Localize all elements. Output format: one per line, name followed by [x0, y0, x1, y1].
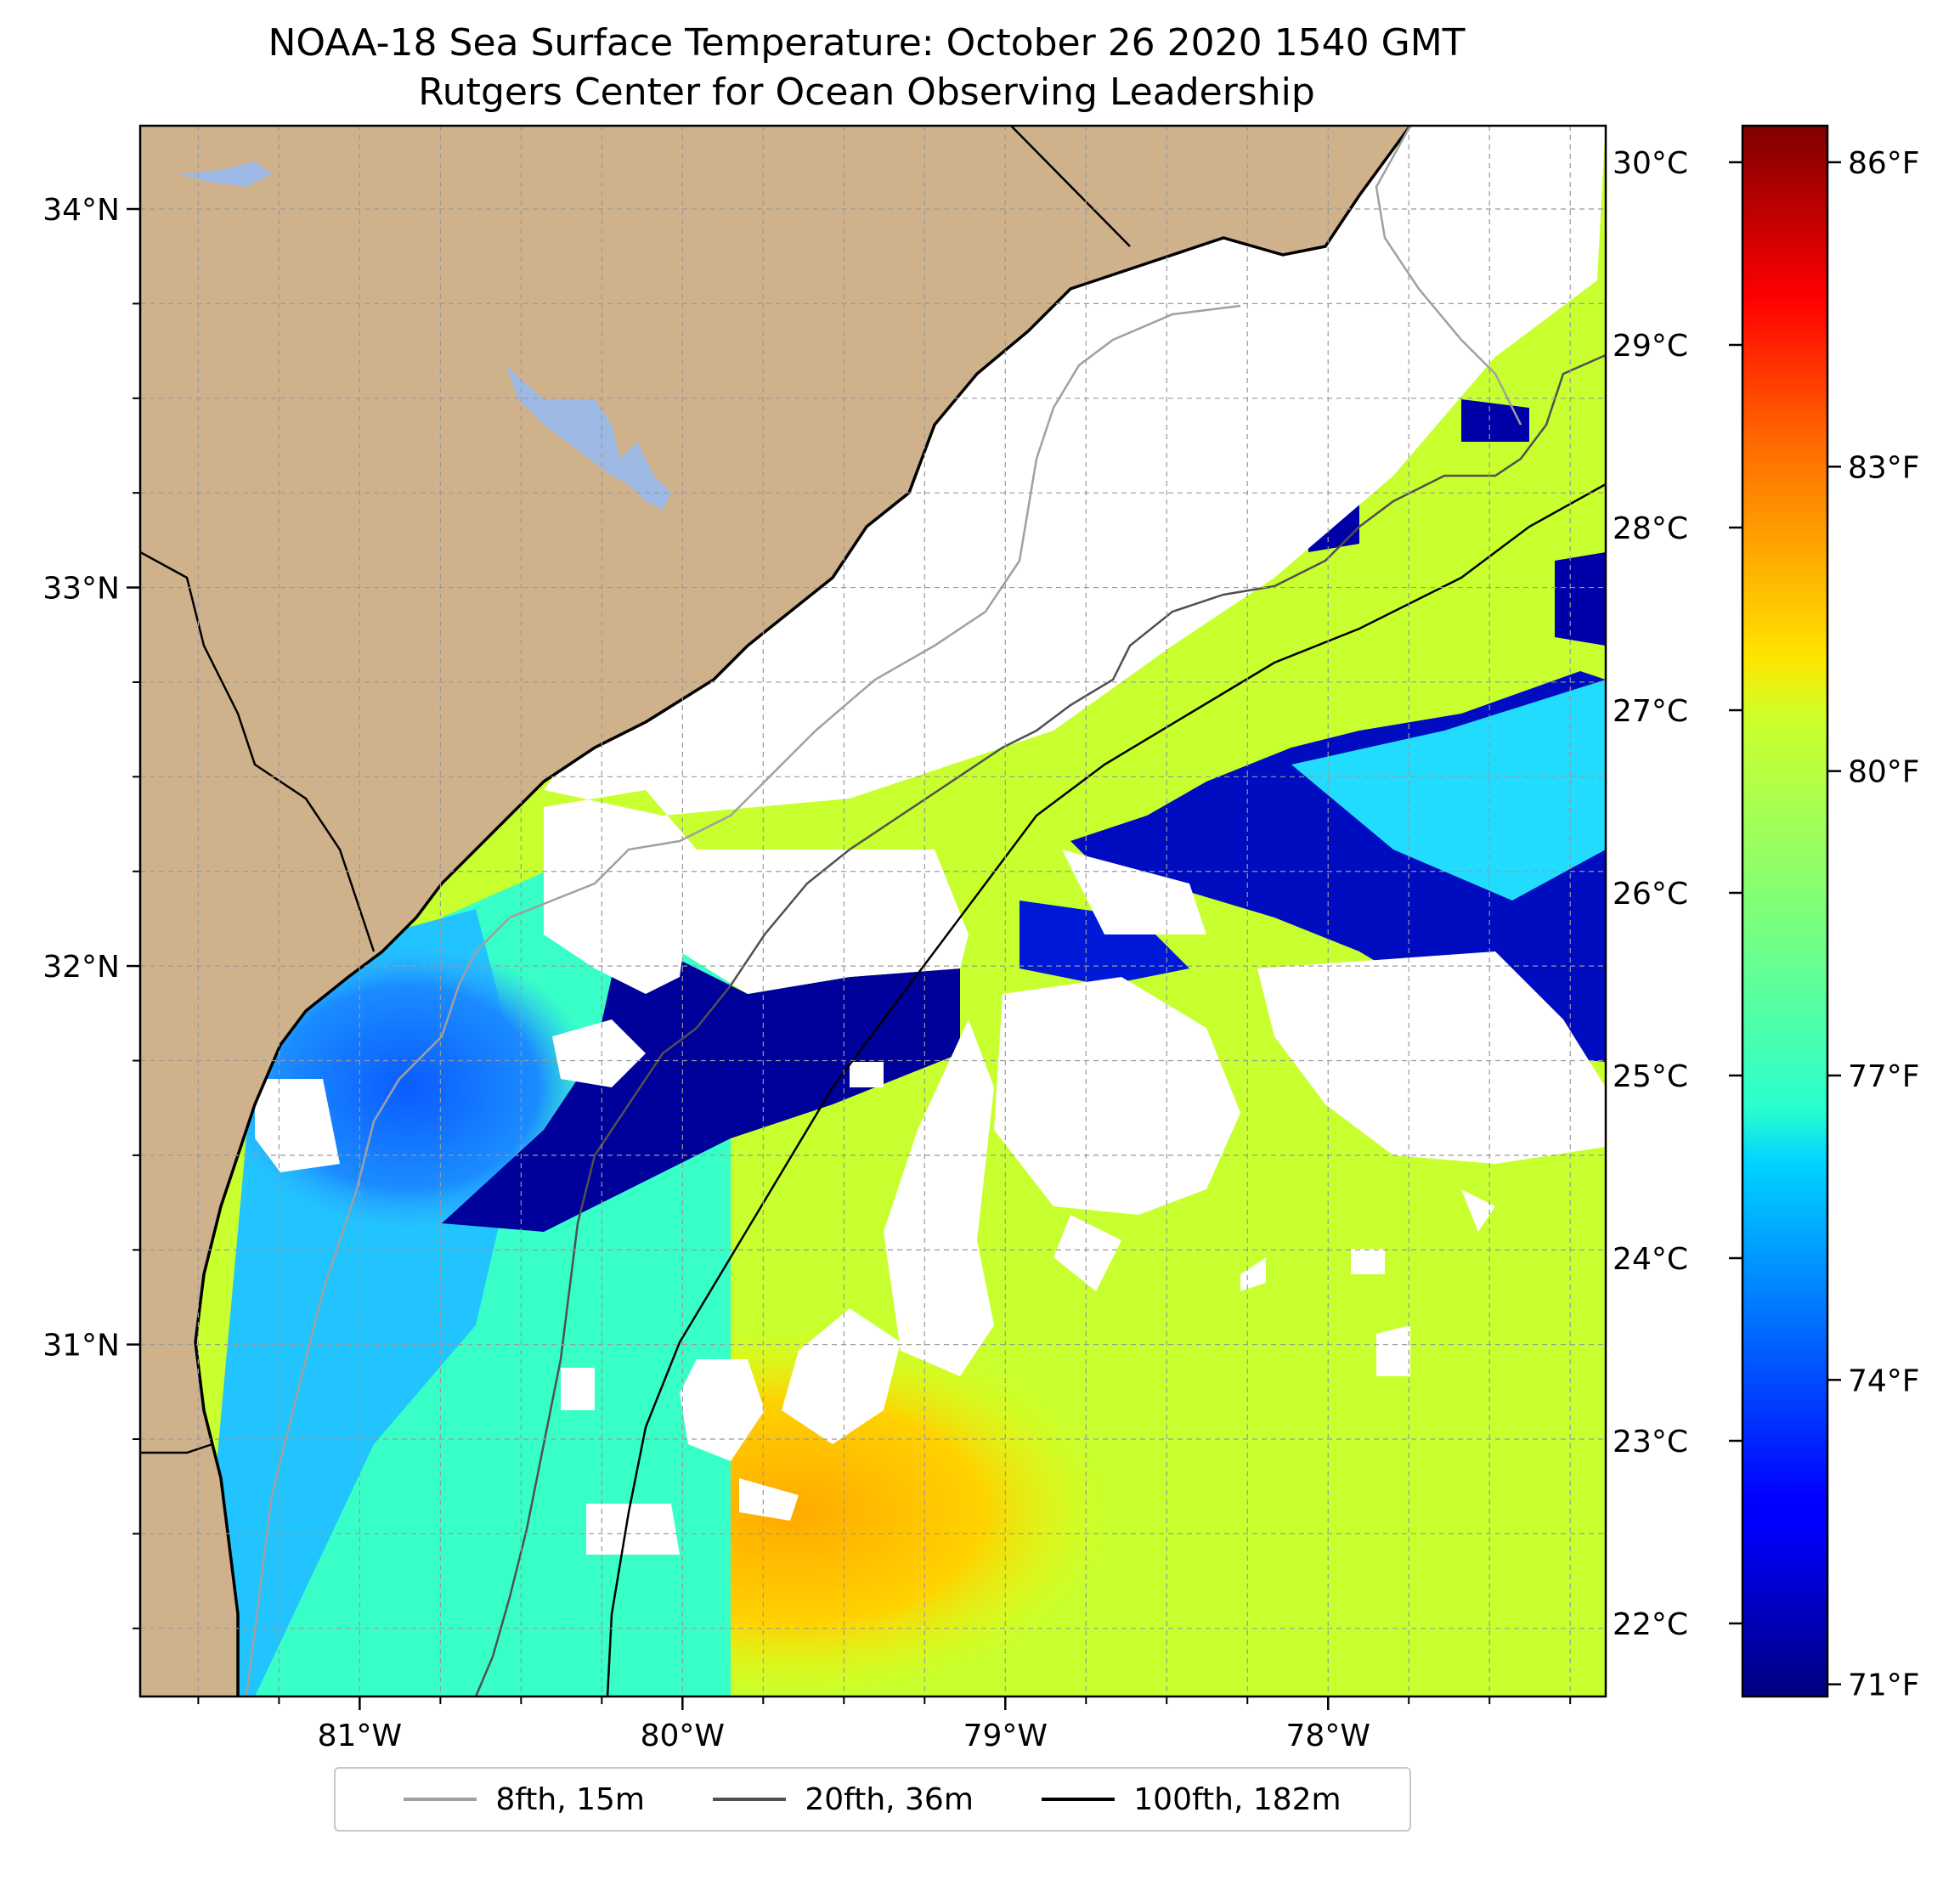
fahrenheit-tick-label: 71°F — [1848, 1668, 1920, 1703]
legend-swatch-8fth — [404, 1798, 477, 1801]
gridlines — [140, 126, 1606, 1697]
lon-tick-label: 79°W — [963, 1719, 1048, 1753]
isobath-8fth — [245, 126, 1522, 1697]
title-line-1: NOAA-18 Sea Surface Temperature: October… — [268, 21, 1466, 65]
celsius-tick-label: 25°C — [1613, 1059, 1688, 1094]
state-border-nc-sc — [1010, 126, 1131, 247]
isobath-legend: 8fth, 15m 20fth, 36m 100fth, 182m — [334, 1767, 1411, 1832]
lat-tick-label: 32°N — [42, 950, 120, 985]
isobath-20fth — [474, 353, 1606, 1697]
colorbar-celsius-axis: 22°C 23°C 24°C 25°C 26°C 27°C 28°C 29°C 30°C — [1613, 146, 1743, 1642]
legend-swatch-20fth — [713, 1798, 787, 1801]
fahrenheit-tick-label: 74°F — [1848, 1363, 1920, 1398]
lat-tick-label: 34°N — [42, 193, 120, 228]
fahrenheit-tick-label: 80°F — [1848, 755, 1920, 790]
map-title: NOAA-18 Sea Surface Temperature: October… — [0, 19, 1733, 117]
celsius-tick-label: 29°C — [1613, 329, 1688, 364]
sst-cold-patch-mid — [1020, 900, 1189, 985]
sst-cold-band — [442, 828, 960, 1232]
land-mass — [140, 126, 1410, 1697]
state-border-sc-ga — [140, 550, 376, 952]
colorbar-fahrenheit-axis: 71°F 74°F 77°F 80°F 83°F 86°F — [1827, 146, 1920, 1703]
legend-item-20fth: 20fth, 36m — [713, 1782, 974, 1817]
fahrenheit-tick-label: 86°F — [1848, 146, 1920, 181]
map-frame — [138, 124, 1607, 1698]
lake-icon — [506, 365, 671, 510]
colorbar — [1741, 124, 1829, 1698]
legend-item-100fth: 100fth, 182m — [1042, 1782, 1341, 1817]
lat-tick-label: 31°N — [42, 1329, 120, 1363]
legend-label-20fth: 20fth, 36m — [805, 1781, 974, 1817]
celsius-tick-label: 23°C — [1613, 1425, 1688, 1459]
legend-item-8fth: 8fth, 15m — [404, 1782, 645, 1817]
fahrenheit-tick-label: 83°F — [1848, 450, 1920, 485]
latitude-axis: 31°N 32°N 33°N 34°N — [42, 193, 140, 1629]
isobath-100fth — [606, 483, 1606, 1697]
celsius-tick-label: 22°C — [1613, 1607, 1688, 1642]
sst-cold-spot — [1555, 552, 1606, 646]
lon-tick-label: 81°W — [318, 1719, 402, 1753]
lake-icon — [178, 161, 272, 187]
longitude-axis: 81°W 80°W 79°W 78°W — [197, 1697, 1572, 1753]
celsius-tick-label: 26°C — [1613, 877, 1688, 912]
sst-mixed-ne — [1291, 680, 1606, 900]
celsius-tick-label: 30°C — [1613, 146, 1688, 181]
legend-label-8fth: 8fth, 15m — [495, 1781, 645, 1817]
title-line-2: Rutgers Center for Ocean Observing Leade… — [418, 71, 1315, 114]
fahrenheit-tick-label: 77°F — [1848, 1059, 1920, 1094]
lon-tick-label: 80°W — [641, 1719, 725, 1753]
state-border-ga-fl — [140, 1442, 213, 1454]
lon-tick-label: 78°W — [1286, 1719, 1370, 1753]
celsius-tick-label: 27°C — [1613, 694, 1688, 729]
lat-tick-label: 33°N — [42, 572, 120, 607]
celsius-tick-label: 24°C — [1613, 1242, 1688, 1277]
coastline — [194, 126, 1412, 1697]
legend-swatch-100fth — [1042, 1798, 1116, 1801]
cloud-mask — [255, 126, 1606, 1555]
celsius-tick-label: 28°C — [1613, 511, 1688, 546]
map-panel — [140, 126, 1606, 1697]
legend-label-100fth: 100fth, 182m — [1133, 1781, 1341, 1817]
